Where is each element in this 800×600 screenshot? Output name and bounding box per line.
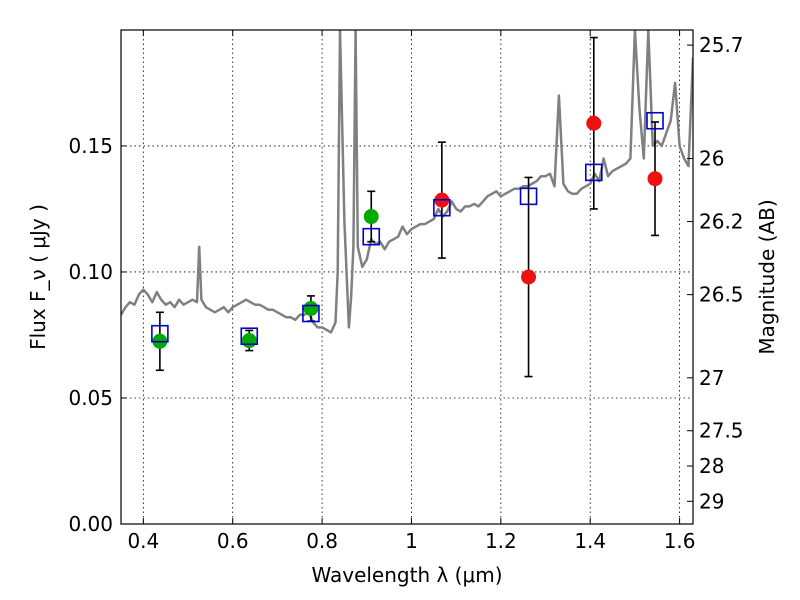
- spectrum-line: [121, 30, 693, 334]
- x-tick-label: 1: [405, 529, 418, 553]
- right-tick-label: 26.2: [699, 210, 744, 234]
- y-tick-label: 0.10: [68, 260, 113, 284]
- error-bar-layer: [155, 36, 660, 378]
- model-square-point: [433, 198, 451, 217]
- x-tick-label: 1.2: [485, 529, 517, 553]
- model-square-point: [519, 187, 538, 206]
- model-square-point: [584, 163, 603, 182]
- spectrum-layer: [121, 30, 693, 334]
- red-data-point: [586, 115, 602, 131]
- y-tick-label: 0.00: [68, 512, 113, 536]
- model-square-point: [302, 304, 320, 323]
- green-data-point: [363, 209, 379, 225]
- right-tick-label: 27: [699, 366, 724, 390]
- x-tick-label: 0.8: [306, 529, 338, 553]
- x-tick-label: 1.4: [574, 529, 606, 553]
- y-axis-label: Flux F_ν ( μJy ): [26, 204, 50, 350]
- right-tick-label: 26.5: [699, 283, 744, 307]
- green-data-point: [241, 333, 257, 349]
- tick-layer: 0.4 0.6 0.8 1 1.2 1.4 1.6 0.00 0.05 0.10 0.15 25.7 2…: [68, 30, 744, 553]
- green-data-point: [303, 301, 319, 317]
- x-axis-label: Wavelength λ (μm): [311, 563, 502, 587]
- model-square-point: [240, 327, 259, 346]
- model-square-point: [151, 324, 169, 343]
- y-tick-label: 0.05: [68, 386, 113, 410]
- x-tick-label: 1.6: [664, 529, 696, 553]
- model-square-point: [362, 227, 381, 246]
- right-tick-label: 27.5: [699, 419, 744, 443]
- plot-frame: [120, 29, 694, 525]
- right-axis-label: Magnitude (AB): [755, 199, 779, 354]
- model-square-point: [646, 111, 664, 130]
- right-tick-label: 28: [699, 454, 724, 478]
- marker-layer: [151, 111, 664, 349]
- x-tick-label: 0.4: [127, 529, 159, 553]
- right-tick-label: 26: [699, 147, 724, 171]
- right-tick-label: 25.7: [699, 33, 744, 57]
- grid-lines: [121, 30, 693, 524]
- red-data-point: [647, 171, 663, 187]
- y-tick-label: 0.15: [68, 134, 113, 158]
- red-data-point: [521, 269, 537, 285]
- right-tick-label: 29: [699, 489, 724, 513]
- x-tick-label: 0.6: [217, 529, 249, 553]
